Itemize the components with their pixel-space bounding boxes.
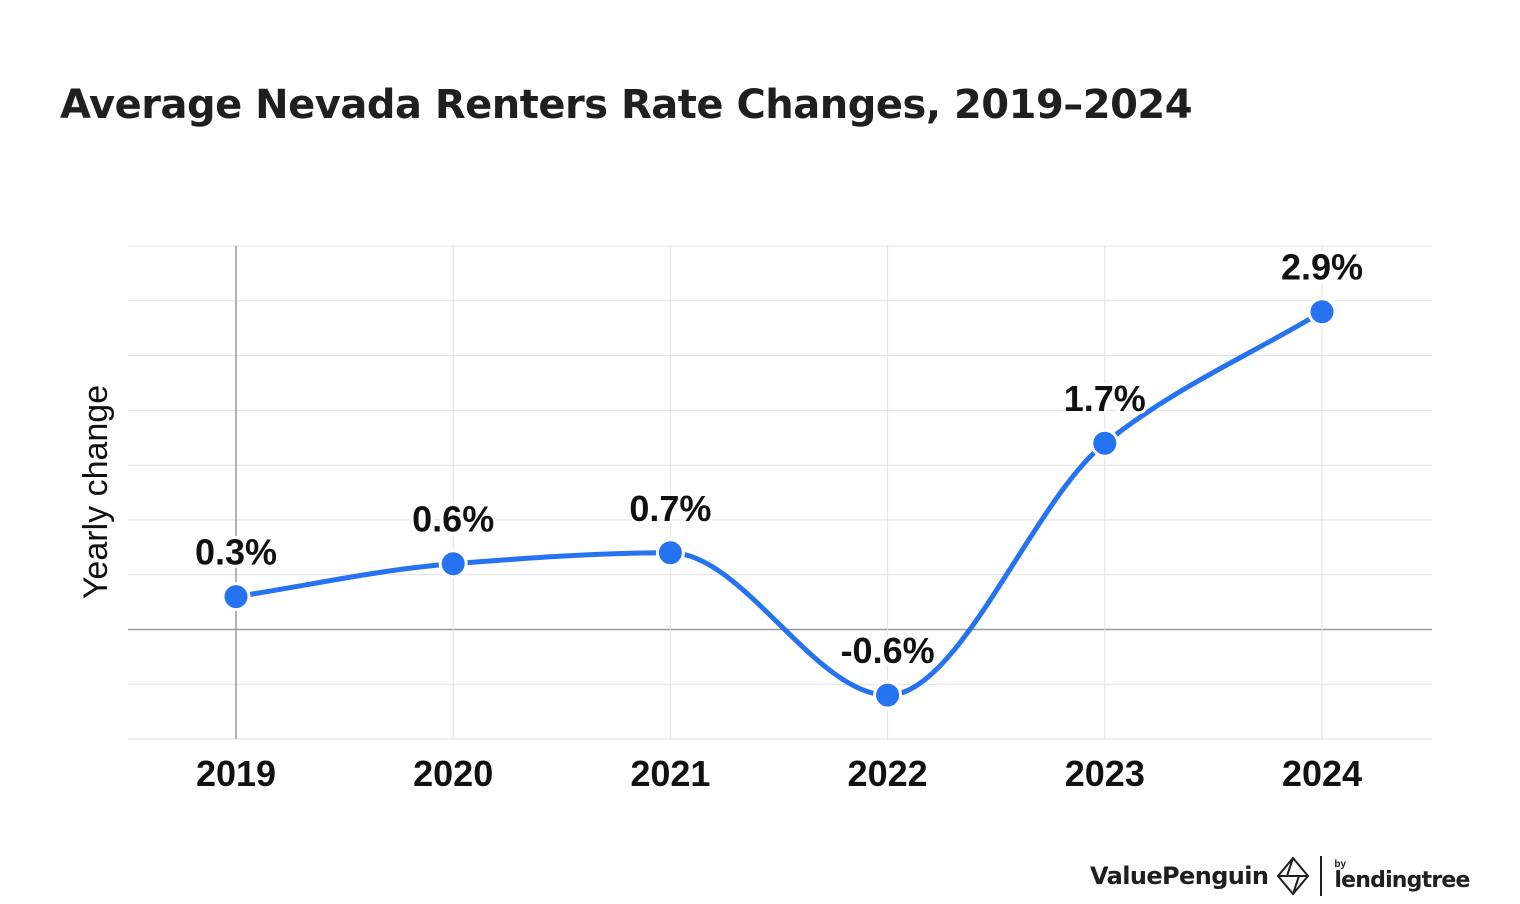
data-labels: 0.3% 0.6% 0.7% -0.6% 1.7% 2.9% xyxy=(192,244,1366,674)
data-label: 0.3% xyxy=(195,532,277,573)
x-tick-label: 2023 xyxy=(1065,753,1145,794)
data-label: 0.6% xyxy=(412,499,494,540)
grid-lines xyxy=(128,245,1432,740)
data-point xyxy=(221,582,251,612)
brand-name: ValuePenguin xyxy=(1090,862,1269,890)
valuepenguin-logo-icon xyxy=(1277,856,1310,896)
x-tick-label: 2020 xyxy=(413,753,493,794)
data-label: 1.7% xyxy=(1064,378,1146,419)
chart-title: Average Nevada Renters Rate Changes, 201… xyxy=(60,82,1193,128)
x-tick-label: 2019 xyxy=(196,753,276,794)
data-point xyxy=(873,680,903,710)
brand-partner: lendingtree xyxy=(1334,868,1470,893)
data-points xyxy=(221,297,1337,710)
x-tick-label: 2022 xyxy=(848,753,928,794)
series-line-layer xyxy=(233,309,1325,698)
data-label: 2.9% xyxy=(1281,247,1363,288)
data-point xyxy=(438,549,468,579)
y-axis-label: Yearly change xyxy=(77,385,115,599)
data-point xyxy=(1090,428,1120,458)
x-tick-label: 2021 xyxy=(630,753,710,794)
brand-by: by xyxy=(1334,859,1347,870)
series-line xyxy=(233,309,1325,698)
data-label: -0.6% xyxy=(841,630,935,671)
x-tick-label: 2024 xyxy=(1282,753,1362,794)
data-point xyxy=(655,538,685,568)
brand-divider xyxy=(1320,856,1323,896)
brand-footer: ValuePenguin by lendingtree xyxy=(1090,852,1470,900)
x-axis: 2019 2020 2021 2022 2023 2024 xyxy=(196,753,1362,794)
brand-partner-block: by lendingtree xyxy=(1334,859,1470,893)
data-point xyxy=(1307,297,1337,327)
data-label: 0.7% xyxy=(629,488,711,529)
